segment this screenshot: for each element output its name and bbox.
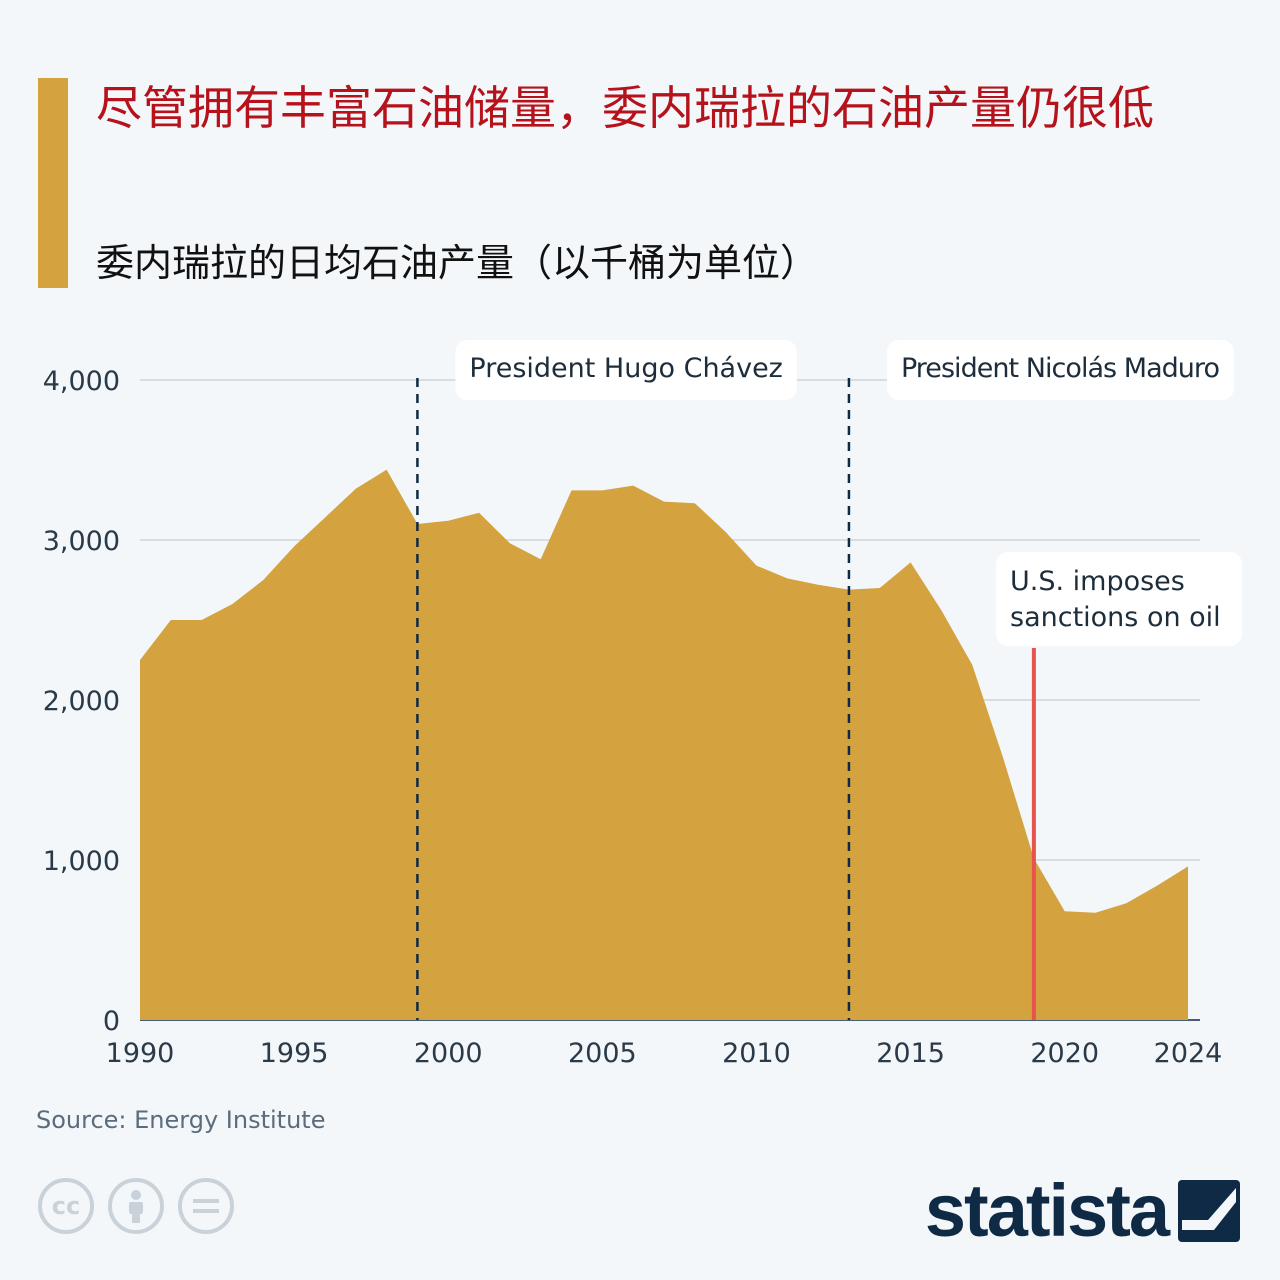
accent-bar (38, 78, 68, 288)
by-icon[interactable] (108, 1178, 164, 1234)
x-tick-label: 1990 (106, 1038, 175, 1069)
license-icons: cc (38, 1178, 234, 1234)
x-tick-label: 2024 (1154, 1038, 1223, 1069)
brand-name: statista (924, 1169, 1170, 1252)
y-tick-label: 3,000 (43, 526, 120, 557)
x-tick-label: 2010 (722, 1038, 791, 1069)
era-label-text: President Hugo Chávez (469, 353, 782, 384)
x-tick-label: 1995 (260, 1038, 329, 1069)
x-tick-label: 2015 (876, 1038, 945, 1069)
nd-icon[interactable] (178, 1178, 234, 1234)
chart-subtitle: 委内瑞拉的日均石油产量（以千桶为单位） (96, 241, 819, 285)
source-text: Source: Energy Institute (36, 1106, 326, 1134)
y-tick-label: 4,000 (43, 366, 120, 397)
era-label: President Hugo Chávez (455, 340, 797, 400)
sanction-label: U.S. imposes sanctions on oil (996, 552, 1242, 646)
era-label-box (455, 340, 797, 400)
x-tick-label: 2020 (1030, 1038, 1099, 1069)
y-tick-label: 1,000 (43, 846, 120, 877)
y-tick-label: 2,000 (43, 686, 120, 717)
production-area (140, 469, 1188, 1021)
era-label-box (886, 340, 1234, 400)
sanction-label-text: U.S. imposes (1010, 566, 1185, 597)
sanction-label-text: sanctions on oil (1010, 602, 1221, 633)
era-label: President Nicolás Maduro (886, 340, 1234, 400)
x-tick-label: 2000 (414, 1038, 483, 1069)
chart-title: 尽管拥有丰富石油储量，委内瑞拉的石油产量仍很低 (96, 81, 1154, 135)
statista-logo-icon (1178, 1179, 1240, 1242)
era-label-text: President Nicolás Maduro (901, 353, 1220, 384)
sanction-label-box (996, 552, 1242, 646)
cc-icon[interactable]: cc (38, 1178, 94, 1234)
y-tick-label: 0 (103, 1006, 120, 1037)
statista-logo[interactable]: statista (925, 1168, 1240, 1253)
x-tick-label: 2005 (568, 1038, 637, 1069)
